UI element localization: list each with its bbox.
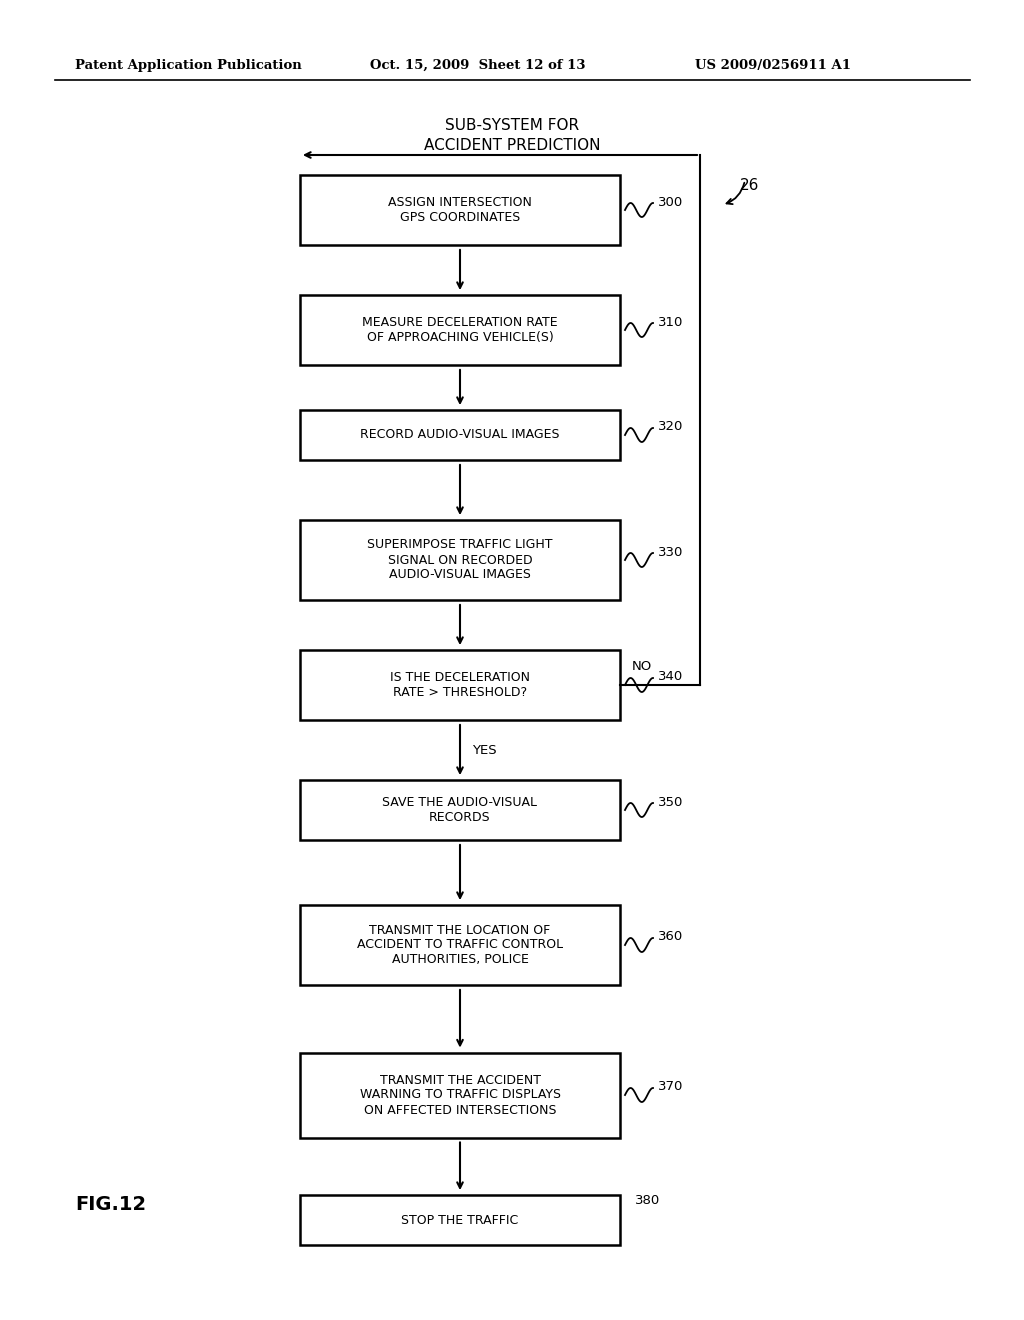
Text: IS THE DECELERATION
RATE > THRESHOLD?: IS THE DECELERATION RATE > THRESHOLD? <box>390 671 530 700</box>
Text: ASSIGN INTERSECTION
GPS COORDINATES: ASSIGN INTERSECTION GPS COORDINATES <box>388 195 531 224</box>
Bar <box>300 906 620 985</box>
Text: 340: 340 <box>658 671 683 684</box>
Text: ACCIDENT PREDICTION: ACCIDENT PREDICTION <box>424 137 600 153</box>
Text: 300: 300 <box>658 195 683 209</box>
Text: 380: 380 <box>635 1193 660 1206</box>
Text: US 2009/0256911 A1: US 2009/0256911 A1 <box>695 58 851 71</box>
Bar <box>300 411 620 459</box>
Bar <box>300 520 620 601</box>
Bar <box>300 176 620 246</box>
Text: 320: 320 <box>658 421 683 433</box>
Text: YES: YES <box>472 743 497 756</box>
Text: 330: 330 <box>658 545 683 558</box>
Text: RECORD AUDIO-VISUAL IMAGES: RECORD AUDIO-VISUAL IMAGES <box>360 429 560 441</box>
Bar <box>300 294 620 366</box>
Text: NO: NO <box>632 660 652 673</box>
Text: 310: 310 <box>658 315 683 329</box>
Text: TRANSMIT THE ACCIDENT
WARNING TO TRAFFIC DISPLAYS
ON AFFECTED INTERSECTIONS: TRANSMIT THE ACCIDENT WARNING TO TRAFFIC… <box>359 1073 560 1117</box>
Text: TRANSMIT THE LOCATION OF
ACCIDENT TO TRAFFIC CONTROL
AUTHORITIES, POLICE: TRANSMIT THE LOCATION OF ACCIDENT TO TRA… <box>357 924 563 966</box>
Text: SUPERIMPOSE TRAFFIC LIGHT
SIGNAL ON RECORDED
AUDIO-VISUAL IMAGES: SUPERIMPOSE TRAFFIC LIGHT SIGNAL ON RECO… <box>368 539 553 582</box>
Text: SAVE THE AUDIO-VISUAL
RECORDS: SAVE THE AUDIO-VISUAL RECORDS <box>383 796 538 824</box>
Text: 350: 350 <box>658 796 683 808</box>
Bar <box>300 1195 620 1245</box>
Bar <box>300 780 620 840</box>
Text: FIG.12: FIG.12 <box>75 1196 146 1214</box>
Text: 26: 26 <box>740 177 760 193</box>
Text: STOP THE TRAFFIC: STOP THE TRAFFIC <box>401 1213 518 1226</box>
Bar <box>300 1052 620 1138</box>
Text: 360: 360 <box>658 931 683 944</box>
Text: Oct. 15, 2009  Sheet 12 of 13: Oct. 15, 2009 Sheet 12 of 13 <box>370 58 586 71</box>
Text: SUB-SYSTEM FOR: SUB-SYSTEM FOR <box>445 117 579 132</box>
Text: 370: 370 <box>658 1081 683 1093</box>
Bar <box>300 649 620 719</box>
Text: MEASURE DECELERATION RATE
OF APPROACHING VEHICLE(S): MEASURE DECELERATION RATE OF APPROACHING… <box>362 315 558 345</box>
Text: Patent Application Publication: Patent Application Publication <box>75 58 302 71</box>
